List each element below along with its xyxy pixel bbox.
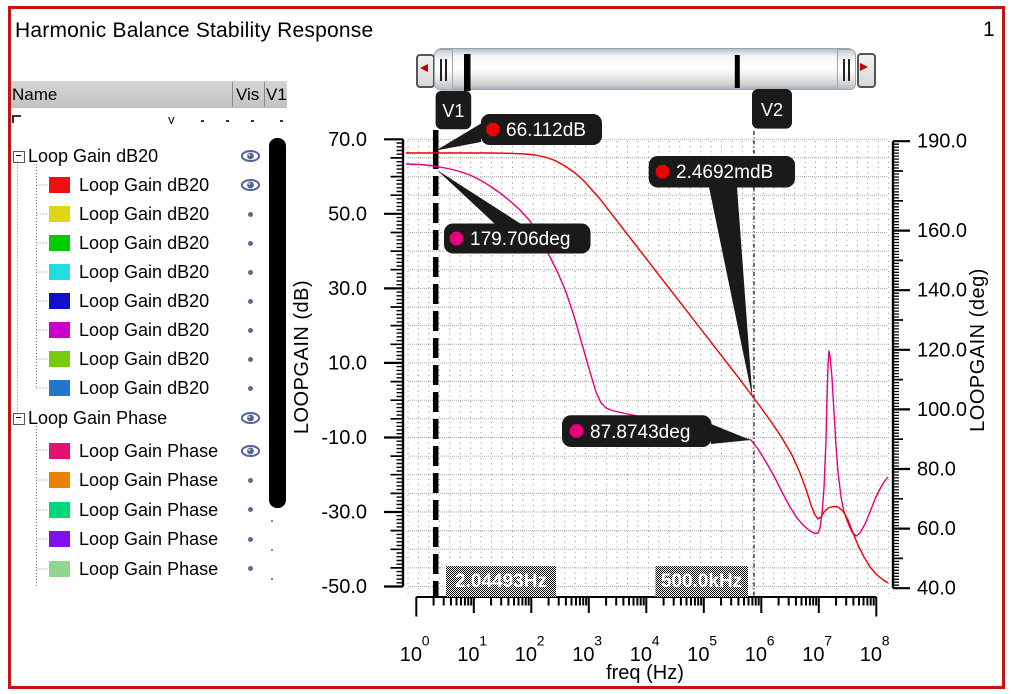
svg-text:50.0: 50.0 <box>328 203 367 225</box>
svg-text:2: 2 <box>537 633 545 649</box>
svg-text:10: 10 <box>687 644 709 666</box>
svg-text:30.0: 30.0 <box>328 278 367 300</box>
svg-text:3: 3 <box>594 633 602 649</box>
svg-text:7: 7 <box>824 633 832 649</box>
svg-text:-10.0: -10.0 <box>321 427 367 449</box>
svg-text:LOOPGAIN (dB): LOOPGAIN (dB) <box>291 280 313 434</box>
svg-text:10: 10 <box>515 644 537 666</box>
svg-text:10: 10 <box>572 644 594 666</box>
svg-text:freq (Hz): freq (Hz) <box>606 662 684 684</box>
svg-text:LOOPGAIN (deg): LOOPGAIN (deg) <box>967 268 989 432</box>
svg-text:1: 1 <box>479 633 487 649</box>
svg-text:66.112dB: 66.112dB <box>506 120 586 141</box>
svg-text:140.0: 140.0 <box>917 280 967 302</box>
svg-text:4: 4 <box>652 633 660 649</box>
svg-text:-30.0: -30.0 <box>321 502 367 524</box>
svg-text:80.0: 80.0 <box>917 459 956 481</box>
svg-text:-50.0: -50.0 <box>321 576 367 598</box>
svg-text:10: 10 <box>400 644 422 666</box>
svg-text:5: 5 <box>709 633 717 649</box>
svg-text:70.0: 70.0 <box>328 129 367 151</box>
svg-text:500.0kHz: 500.0kHz <box>661 571 742 592</box>
svg-text:10: 10 <box>630 644 652 666</box>
svg-text:160.0: 160.0 <box>917 220 967 242</box>
svg-text:2.4692mdB: 2.4692mdB <box>676 162 773 183</box>
svg-text:0: 0 <box>422 633 430 649</box>
svg-text:2.04493Hz: 2.04493Hz <box>455 571 547 592</box>
svg-text:V2: V2 <box>761 100 783 120</box>
svg-text:87.8743deg: 87.8743deg <box>590 422 690 443</box>
svg-text:40.0: 40.0 <box>917 578 956 600</box>
svg-text:8: 8 <box>882 633 890 649</box>
svg-text:120.0: 120.0 <box>917 339 967 361</box>
svg-text:190.0: 190.0 <box>917 131 967 153</box>
svg-text:100.0: 100.0 <box>917 399 967 421</box>
svg-text:179.706deg: 179.706deg <box>470 229 570 250</box>
svg-text:V1: V1 <box>442 101 464 121</box>
svg-text:10: 10 <box>457 644 479 666</box>
svg-text:10: 10 <box>745 644 767 666</box>
svg-text:6: 6 <box>767 633 775 649</box>
svg-text:10.0: 10.0 <box>328 352 367 374</box>
svg-text:10: 10 <box>802 644 824 666</box>
svg-text:60.0: 60.0 <box>917 518 956 540</box>
svg-text:10: 10 <box>860 644 882 666</box>
